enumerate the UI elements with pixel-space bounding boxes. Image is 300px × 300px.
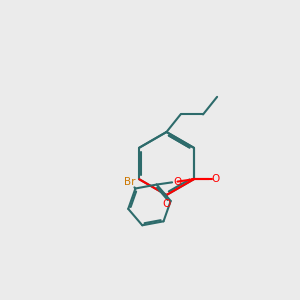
Text: O: O [212,174,220,184]
Text: O: O [162,199,171,208]
Text: O: O [173,177,181,187]
Text: Br: Br [124,177,136,187]
